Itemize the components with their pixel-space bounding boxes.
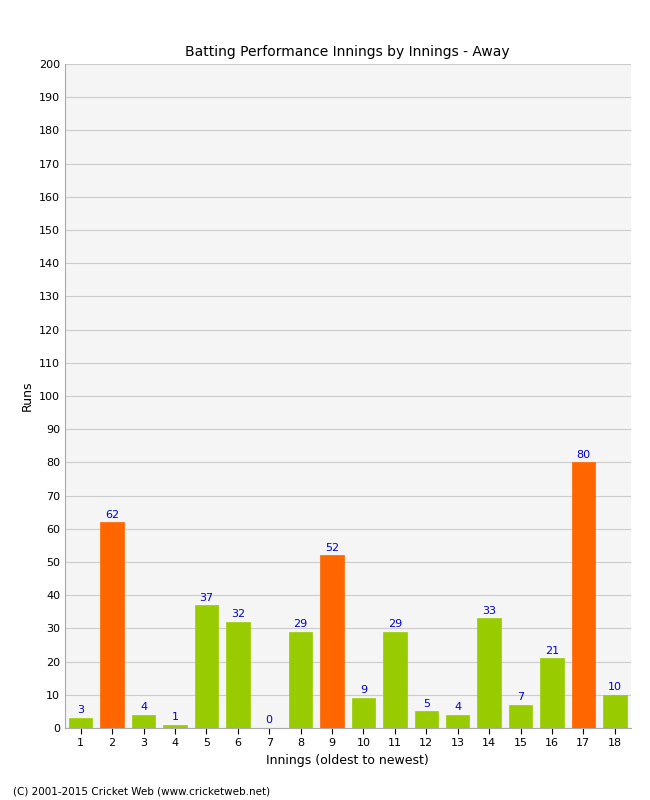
Text: 80: 80	[577, 450, 590, 460]
Bar	[383, 632, 407, 728]
Bar	[163, 725, 187, 728]
Text: 62: 62	[105, 510, 119, 519]
Text: 1: 1	[172, 712, 179, 722]
Text: 4: 4	[454, 702, 462, 712]
Text: 4: 4	[140, 702, 147, 712]
Text: 7: 7	[517, 692, 524, 702]
Text: 0: 0	[266, 715, 273, 726]
Bar	[509, 705, 532, 728]
Bar	[194, 605, 218, 728]
Text: 10: 10	[608, 682, 622, 692]
Text: 33: 33	[482, 606, 496, 616]
Bar	[571, 462, 595, 728]
Text: 32: 32	[231, 609, 245, 619]
Text: 37: 37	[200, 593, 213, 602]
Text: (C) 2001-2015 Cricket Web (www.cricketweb.net): (C) 2001-2015 Cricket Web (www.cricketwe…	[13, 786, 270, 796]
Text: 5: 5	[422, 698, 430, 709]
Bar	[320, 555, 344, 728]
Bar	[446, 714, 469, 728]
Title: Batting Performance Innings by Innings - Away: Batting Performance Innings by Innings -…	[185, 45, 510, 58]
Text: 9: 9	[360, 686, 367, 695]
Bar	[69, 718, 92, 728]
Bar	[540, 658, 564, 728]
Text: 29: 29	[388, 619, 402, 629]
Bar	[132, 714, 155, 728]
Bar	[352, 698, 375, 728]
Text: 29: 29	[294, 619, 307, 629]
Text: 52: 52	[325, 542, 339, 553]
Bar	[603, 694, 627, 728]
Bar	[226, 622, 250, 728]
X-axis label: Innings (oldest to newest): Innings (oldest to newest)	[266, 754, 429, 767]
Bar	[477, 618, 501, 728]
Bar	[100, 522, 124, 728]
Bar	[289, 632, 313, 728]
Text: 21: 21	[545, 646, 559, 656]
Y-axis label: Runs: Runs	[20, 381, 33, 411]
Bar	[415, 711, 438, 728]
Text: 3: 3	[77, 706, 84, 715]
